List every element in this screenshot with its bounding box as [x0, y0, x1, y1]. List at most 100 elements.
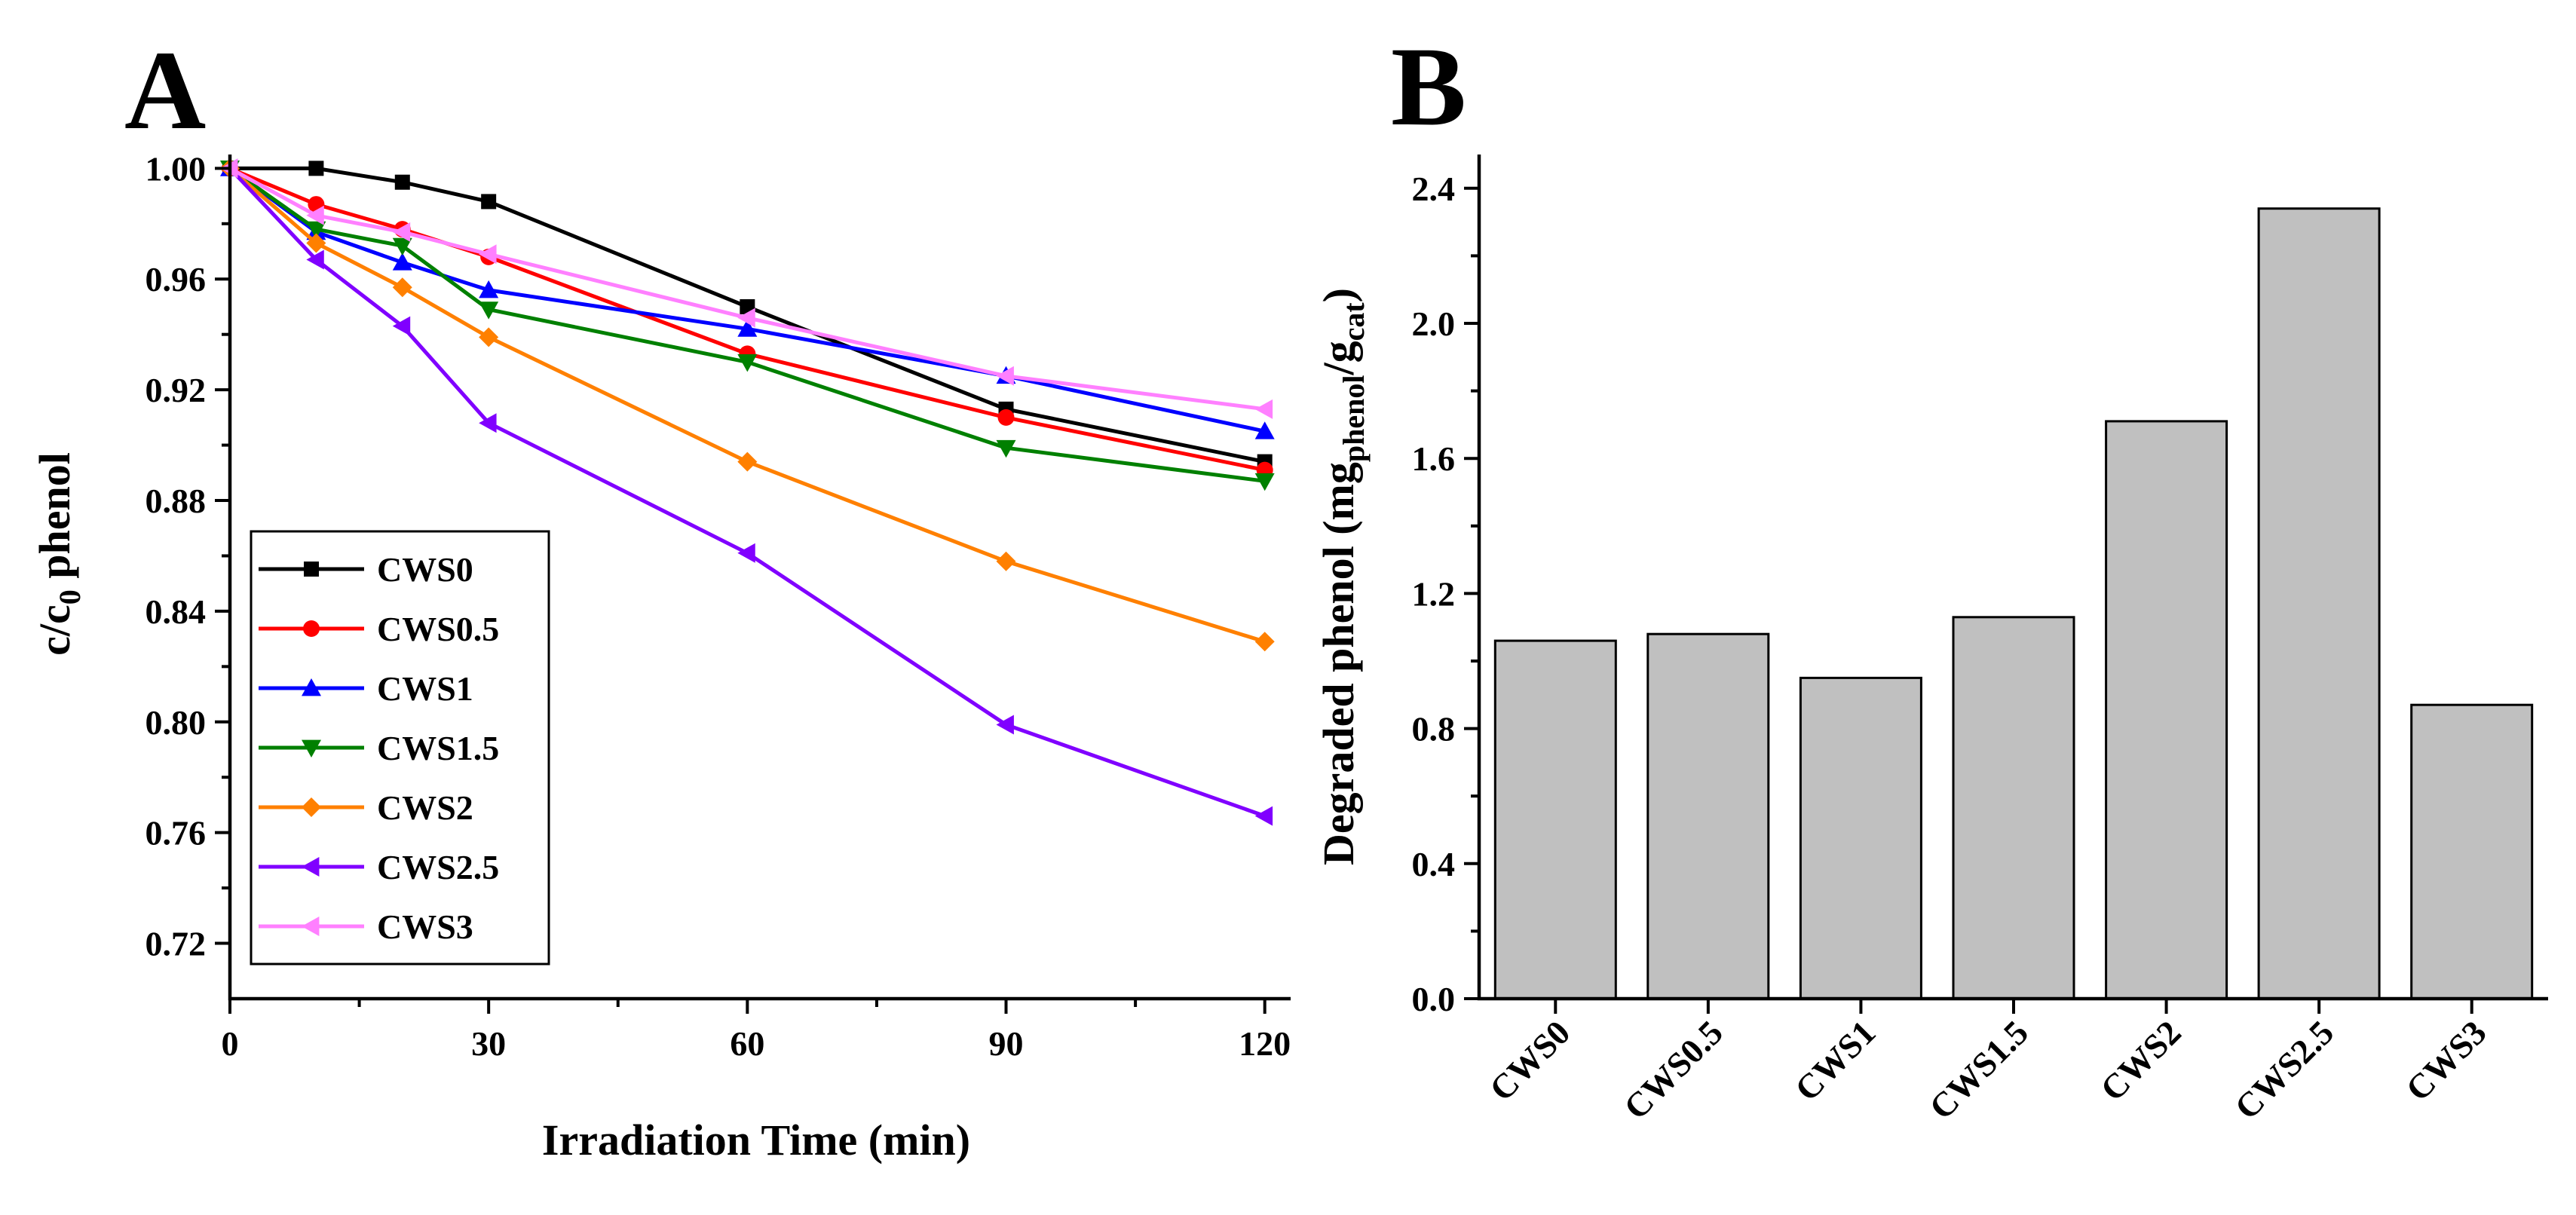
y-tick-label: 1.00: [145, 149, 207, 188]
data-point-cws1-5-t120: [1254, 473, 1275, 491]
legend-item-cws1: CWS1: [259, 669, 473, 708]
y-tick-label: 0.0: [1412, 980, 1456, 1018]
y-tick-label: 0.4: [1412, 845, 1456, 883]
panel-b-label: B: [1391, 24, 1466, 149]
data-point-cws1-5-t60: [737, 354, 758, 372]
legend-item-cws0-5: CWS0.5: [259, 610, 499, 648]
bar-cws1-5: [1952, 616, 2075, 1000]
panel-a-label: A: [124, 28, 206, 153]
x-category-label: CWS2: [2093, 1013, 2188, 1108]
bar-cws0-5: [1646, 632, 1770, 1000]
y-tick-label: 1.2: [1412, 574, 1456, 613]
data-point-cws0-t30: [481, 194, 497, 210]
x-tick-label: 120: [1239, 1024, 1291, 1063]
y-tick-label: 1.6: [1412, 439, 1456, 478]
panel-a-y-title-subscript: 0: [53, 589, 87, 604]
legend-label: CWS1: [377, 669, 473, 708]
panel-a-ticks: 0 30 60 90 120 0.72 0.76 0.80 0.84 0.88 0.92 0.96 1.…: [145, 149, 1291, 1063]
data-point-cws3-t30: [479, 244, 497, 265]
series-cws2-5: [220, 158, 1273, 826]
panel-b-y-title-part-1: Degraded phenol (mg: [1314, 462, 1363, 865]
data-point-cws3-t120: [1254, 399, 1273, 419]
legend-item-cws2: CWS2: [259, 788, 473, 827]
bar-cws0: [1493, 639, 1617, 1000]
legend-label: CWS2: [377, 788, 473, 827]
x-tick-label: 30: [471, 1024, 506, 1063]
x-category-label: CWS1.5: [1922, 1013, 2035, 1127]
data-point-cws2-t120: [1254, 632, 1275, 652]
panel-a-legend: CWS0 CWS0.5 CWS1 CWS1.5 CWS2 CWS2.5 CWS3: [250, 530, 550, 966]
data-point-cws3-t10: [306, 205, 324, 225]
legend-item-cws0: CWS0: [259, 550, 473, 589]
y-tick-label: 0.72: [145, 925, 207, 963]
data-point-cws2-5-t90: [996, 715, 1014, 735]
panel-b-y-title-subscript-phenol: phenol: [1337, 375, 1371, 463]
legend-label: CWS3: [377, 907, 473, 946]
y-tick-label: 0.80: [145, 703, 207, 742]
panel-b-y-axis-title: Degraded phenol (mgphenol/gcat): [1314, 288, 1371, 865]
data-point-cws1-5-t90: [996, 439, 1016, 458]
legend-item-cws1-5: CWS1.5: [259, 729, 499, 767]
y-tick-label: 0.96: [145, 260, 207, 298]
data-point-cws1-t60: [737, 319, 758, 337]
legend-swatch-marker: [302, 797, 321, 817]
y-tick-label: 0.88: [145, 482, 207, 520]
y-tick-label: 0.76: [145, 814, 207, 852]
legend-label: CWS0: [377, 550, 473, 589]
x-tick-label: 0: [222, 1024, 239, 1063]
series-cws1-5: [220, 160, 1275, 491]
legend-label: CWS2.5: [377, 848, 499, 886]
data-point-cws1-5-t20: [392, 237, 412, 256]
data-point-cws2-t60: [737, 451, 758, 472]
panel-b-bars: [1493, 207, 2534, 1000]
panel-a-y-axis-title: c/c0 phenol: [30, 452, 87, 656]
series-cws2: [220, 158, 1275, 652]
panel-b-y-title-subscript-cat: cat: [1337, 302, 1371, 341]
y-tick-label: 2.4: [1412, 170, 1456, 208]
data-point-cws1-t20: [392, 252, 412, 271]
x-category-label: CWS2.5: [2227, 1013, 2341, 1127]
y-tick-label: 0.84: [145, 592, 207, 631]
panel-a-y-title-part-2: phenol: [30, 452, 79, 589]
data-point-cws1-5-t30: [479, 301, 499, 320]
data-point-cws2-t10: [306, 233, 326, 253]
bar-cws2: [2105, 420, 2228, 1000]
legend-item-cws3: CWS3: [259, 907, 473, 946]
legend-swatch-marker: [302, 917, 320, 936]
legend-swatch-marker: [302, 857, 320, 877]
y-tick-label: 2.0: [1412, 305, 1456, 343]
data-point-cws2-5-t60: [737, 543, 755, 563]
data-point-cws1-5-t10: [306, 221, 326, 240]
legend-swatch-marker: [303, 620, 320, 637]
x-category-label: CWS3: [2398, 1013, 2493, 1108]
data-point-cws2-5-t120: [1254, 806, 1273, 826]
legend-label: CWS0.5: [377, 610, 499, 648]
x-category-label: CWS0: [1482, 1013, 1577, 1108]
x-tick-label: 90: [989, 1024, 1024, 1063]
x-category-label: CWS1: [1787, 1013, 1882, 1108]
bar-cws2-5: [2257, 207, 2381, 1000]
data-point-cws2-t20: [392, 277, 412, 298]
y-tick-label: 0.92: [145, 371, 207, 409]
panel-b-y-title-part-2: /g: [1314, 341, 1363, 375]
panel-a: A 0 30 60 90 120 0.72 0.76 0.80 0.84 0.88 0.92 0.96…: [30, 28, 1291, 1165]
data-point-cws3-t20: [392, 222, 411, 242]
data-point-cws0-5-t90: [997, 409, 1015, 426]
data-point-cws2-t30: [479, 327, 499, 347]
panel-a-y-title-part-1: c/c: [30, 604, 79, 656]
panel-b: B CWS0 CWS0.5 CWS1 CWS1.5 CWS2 CWS2.5 CWS3 0.0 0…: [1314, 24, 2548, 1127]
data-point-cws2-t90: [996, 551, 1016, 571]
x-category-label: CWS0.5: [1616, 1013, 1730, 1127]
legend-swatch-marker: [302, 739, 321, 757]
panel-a-series: [220, 158, 1275, 826]
series-cws3: [220, 158, 1273, 419]
bar-cws1: [1799, 676, 1922, 1000]
data-point-cws0-t20: [394, 174, 410, 190]
y-tick-label: 0.8: [1412, 710, 1456, 748]
legend-swatch-marker: [302, 678, 321, 696]
bar-cws3: [2410, 703, 2534, 1000]
series-line-cws3: [228, 167, 1266, 412]
panel-a-x-axis-title: Irradiation Time (min): [542, 1116, 970, 1165]
legend-label: CWS1.5: [377, 729, 499, 767]
